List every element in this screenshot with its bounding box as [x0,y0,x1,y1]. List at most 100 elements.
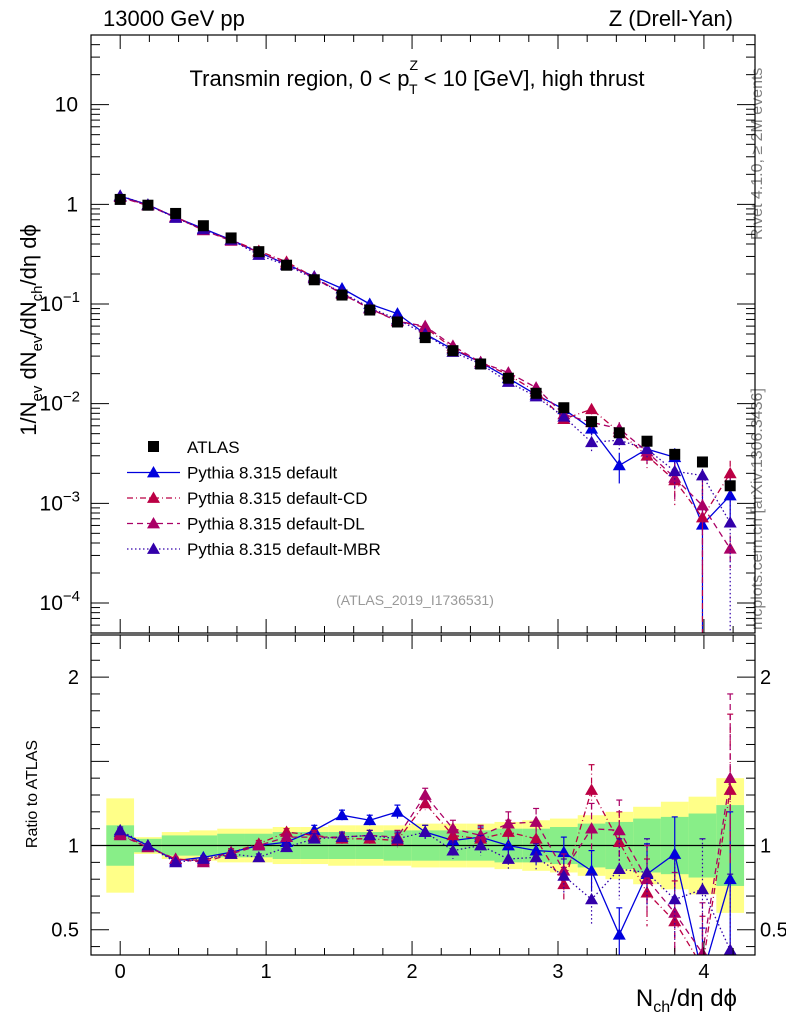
ratio-point [363,828,377,841]
ratio-point [169,855,183,868]
ratio-tick-label-left: 2 [68,667,79,689]
legend-entry: Pythia 8.315 default-CD [127,489,368,508]
data-point [142,199,154,211]
ratio-point [723,771,737,784]
ratio-point [474,828,488,841]
ratio-tick-label-left: 1 [68,836,79,858]
ratio-point [557,845,571,858]
mcplots-label: mcplots.cern.ch [arXiv:1306.3436] [749,388,766,630]
data-point [447,345,459,357]
ratio-point [640,872,654,885]
y-tick-label: 10 [55,94,78,117]
data-point [419,332,431,344]
data-point [669,448,681,460]
series-point [695,499,709,511]
ratio-point [446,844,460,856]
ratio-point [390,805,404,817]
ratio-point [446,822,460,834]
ratio-point [390,832,404,844]
main-y-axis-label: 1/Nev dNev/dNch/dη dϕ [16,224,46,436]
series-point [668,464,682,477]
data-point [170,207,182,219]
data-point [225,232,237,244]
ratio-point [141,839,155,851]
ratio-point [474,839,488,851]
ratio-point [585,783,599,795]
ratio-point [695,882,709,895]
series-point [695,511,709,523]
data-point [641,435,653,447]
ratio-point [529,844,543,856]
ratio-point [640,865,654,878]
y-tick-label: 10−4 [40,588,80,615]
ratio-point [196,852,210,864]
series-point [723,516,737,528]
series-point [695,469,709,481]
x-tick-label: 4 [698,961,709,983]
legend-marker [147,491,160,503]
series-line-3 [119,195,731,523]
ratio-point [280,840,294,853]
data-point [586,416,598,428]
legend-label: Pythia 8.315 default [187,464,338,483]
legend-marker [147,517,160,529]
series-point [668,471,682,483]
ratio-point [529,815,543,827]
ratio-point [335,830,349,842]
plot-title: Transmin region, 0 < pZ T < 10 [GeV], hig… [190,57,645,97]
ratio-point [612,928,626,940]
data-point [724,480,736,492]
legend-marker [148,441,159,452]
ratio-point [418,788,432,800]
legend-label: Pythia 8.315 default-DL [187,515,365,534]
legend-entry: Pythia 8.315 default [127,464,338,483]
ratio-point [723,943,737,955]
ratio-point [418,825,432,837]
legend-label: Pythia 8.315 default-CD [187,489,368,508]
series-point [723,542,737,554]
series-line-1 [119,196,731,519]
y-tick-label: 1 [66,193,78,216]
data-point [197,220,209,232]
legend-label: Pythia 8.315 default-MBR [187,540,381,559]
x-tick-label: 1 [261,961,272,983]
header-right: Z (Drell-Yan) [609,6,733,31]
series-point [585,435,599,448]
ratio-point [668,847,682,859]
data-point [391,316,403,328]
header-left: 13000 GeV pp [103,6,245,31]
data-point [114,193,126,205]
legend-marker [147,542,160,554]
legend-label: ATLAS [187,438,240,457]
ratio-point [612,823,626,836]
ratio-point [612,862,626,874]
data-point [308,274,320,286]
x-tick-label: 0 [115,961,126,983]
ratio-point [668,914,682,927]
series-point [557,410,571,422]
ratio-point [585,892,599,905]
series-point [612,433,626,446]
ratio-point [363,813,377,826]
ratio-point [501,817,515,829]
ratio-point [113,823,127,836]
series-point [640,442,654,454]
ratio-point [280,830,294,842]
ratio-point [557,869,571,881]
data-point [502,372,514,384]
legend-entry: ATLAS [148,438,240,457]
y-tick-label: 10−1 [40,289,80,316]
ratio-tick-label-left: 0.5 [51,920,79,942]
ratio-point [697,946,708,955]
ratio-point [585,864,599,876]
ratio-point [224,847,238,859]
ratio-point [668,892,682,905]
ratio-point [307,832,321,844]
y-tick-label: 10−2 [40,389,80,416]
legend: ATLAS Pythia 8.315 default Pythia 8.315 de… [127,438,381,559]
series-point [612,458,626,471]
ratio-series [91,693,755,955]
ratio-point [529,850,543,863]
ratio-point [418,796,432,809]
